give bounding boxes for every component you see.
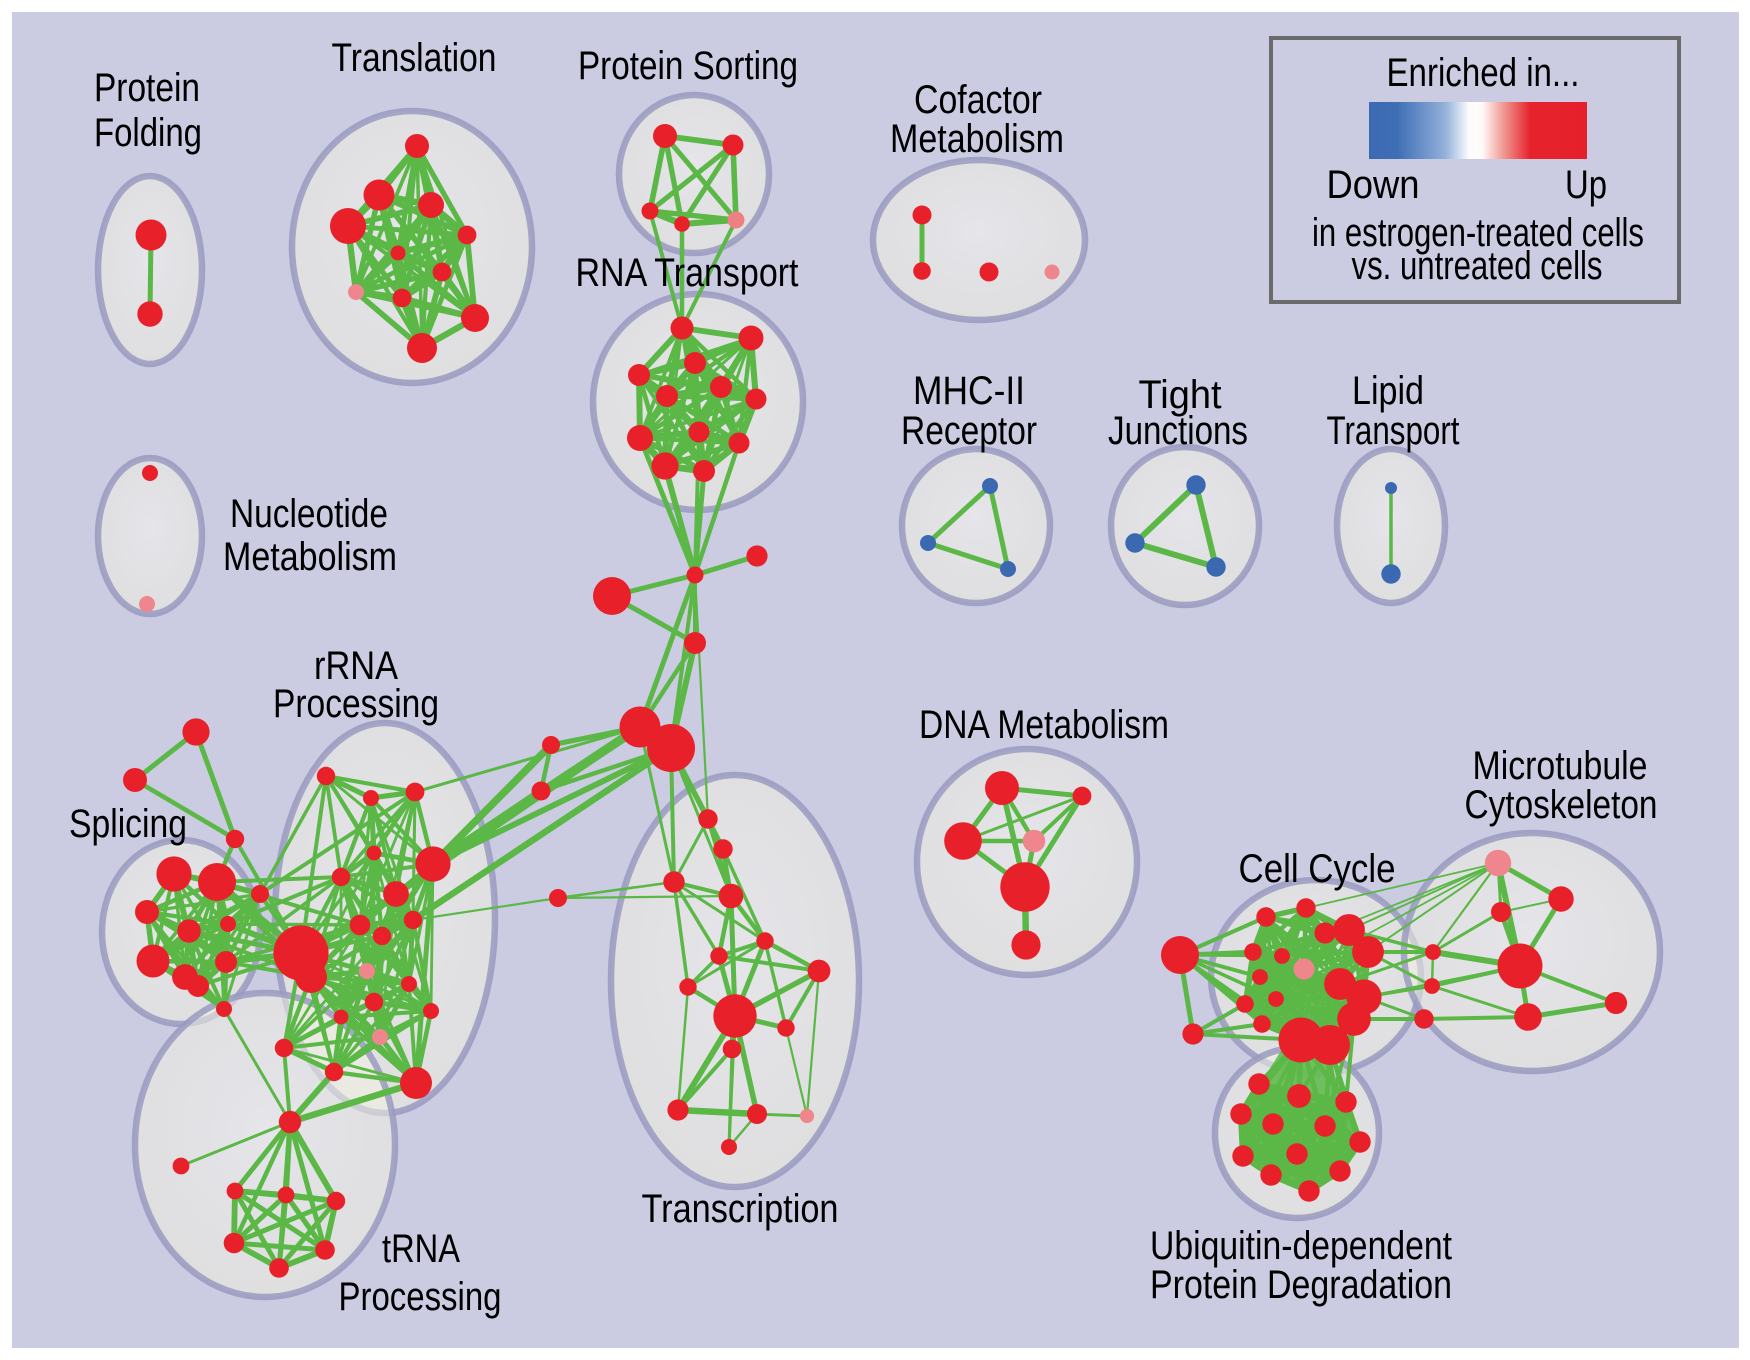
- svg-text:Protein: Protein: [94, 66, 200, 110]
- svg-text:Microtubule: Microtubule: [1473, 744, 1648, 788]
- svg-text:tRNA: tRNA: [382, 1227, 460, 1271]
- svg-text:Enriched in...: Enriched in...: [1387, 51, 1580, 95]
- svg-text:Lipid: Lipid: [1352, 369, 1424, 413]
- svg-text:Transport: Transport: [1327, 409, 1460, 453]
- svg-text:Cofactor: Cofactor: [914, 78, 1042, 122]
- svg-text:Protein Degradation: Protein Degradation: [1150, 1263, 1452, 1307]
- svg-text:vs. untreated cells: vs. untreated cells: [1352, 244, 1603, 288]
- svg-text:Protein Sorting: Protein Sorting: [578, 44, 798, 88]
- svg-text:DNA Metabolism: DNA Metabolism: [919, 703, 1169, 747]
- svg-text:Translation: Translation: [332, 36, 497, 80]
- svg-text:RNA Transport: RNA Transport: [576, 251, 799, 295]
- svg-text:Processing: Processing: [273, 682, 439, 726]
- svg-text:Ubiquitin-dependent: Ubiquitin-dependent: [1150, 1224, 1452, 1268]
- svg-text:Cytoskeleton: Cytoskeleton: [1465, 783, 1658, 827]
- svg-text:Transcription: Transcription: [642, 1187, 839, 1231]
- svg-text:Junctions: Junctions: [1108, 409, 1248, 453]
- svg-text:Cell Cycle: Cell Cycle: [1239, 847, 1396, 891]
- svg-text:Folding: Folding: [94, 111, 202, 155]
- svg-text:Receptor: Receptor: [901, 409, 1037, 453]
- svg-text:Splicing: Splicing: [69, 802, 187, 846]
- svg-text:Down: Down: [1327, 163, 1420, 207]
- svg-text:Metabolism: Metabolism: [223, 535, 397, 579]
- svg-text:MHC-II: MHC-II: [913, 369, 1025, 413]
- svg-text:Up: Up: [1565, 163, 1607, 207]
- svg-text:Tight: Tight: [1139, 373, 1222, 417]
- svg-text:in estrogen-treated cells: in estrogen-treated cells: [1312, 211, 1644, 255]
- svg-text:Nucleotide: Nucleotide: [230, 492, 388, 536]
- svg-text:Metabolism: Metabolism: [890, 117, 1064, 161]
- svg-text:Processing: Processing: [339, 1275, 502, 1319]
- svg-text:rRNA: rRNA: [314, 644, 398, 688]
